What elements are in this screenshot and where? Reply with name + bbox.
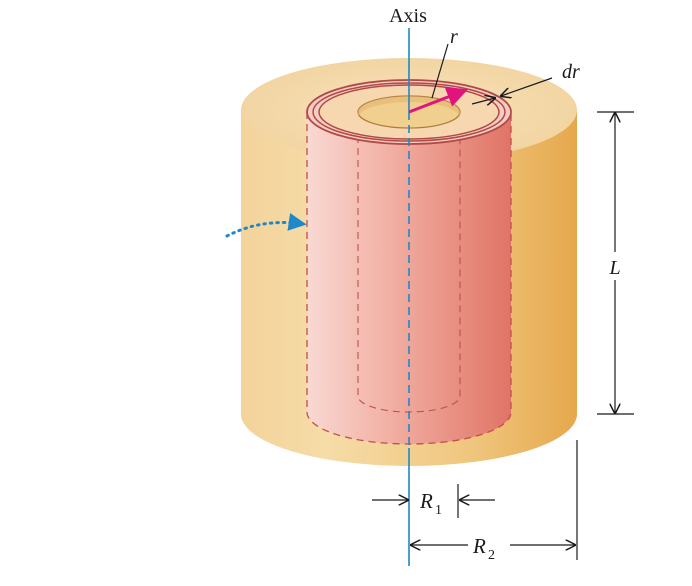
dr-arrow-in xyxy=(501,77,553,96)
height-L: L xyxy=(597,111,634,415)
radius-R1: R 1 xyxy=(372,484,495,518)
shell-side xyxy=(307,112,511,444)
radius-r-label: r xyxy=(450,26,458,48)
axis: Axis xyxy=(389,5,427,566)
shell-pointer xyxy=(225,213,307,238)
L-label: L xyxy=(608,257,620,279)
radius-r-arrow xyxy=(408,87,468,114)
shell-pointer-dots xyxy=(225,213,307,238)
R1-label: R xyxy=(419,489,433,513)
R1-subscript: 1 xyxy=(435,503,442,518)
axis-label: Axis xyxy=(389,5,427,27)
radius-r: r xyxy=(408,26,468,114)
cylindrical-shell xyxy=(306,79,512,445)
R2-subscript: 2 xyxy=(488,548,495,563)
dr-arrow-out xyxy=(471,98,495,104)
thickness-dr: dr xyxy=(471,61,580,104)
radius-r-leader xyxy=(431,43,449,99)
radius-R2: R 2 xyxy=(411,440,578,563)
dr-label: dr xyxy=(562,61,580,83)
R2-label: R xyxy=(472,534,486,558)
